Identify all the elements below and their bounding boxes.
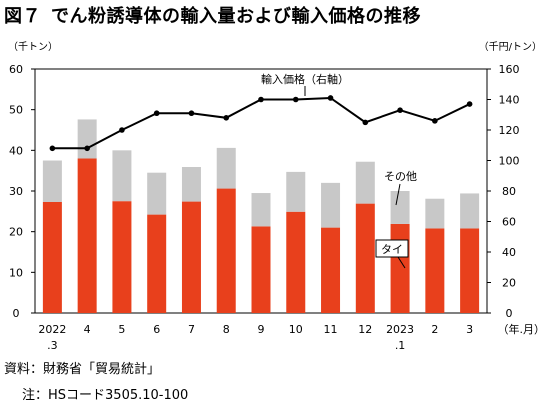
other-annotation: その他 <box>384 170 417 183</box>
bar-segment <box>321 227 341 313</box>
price-marker <box>292 96 299 103</box>
figure-label: 図７ <box>4 6 41 27</box>
thai-annotation-leader <box>397 256 406 269</box>
left-tick-label: 30 <box>9 185 23 198</box>
title-text: でん粉誘導体の輸入量および輸入価格の推移 <box>51 6 421 27</box>
x-tick-label: 9 <box>258 323 265 336</box>
bar-segment <box>216 147 236 189</box>
price-marker <box>84 145 90 152</box>
right-tick-label: 0 <box>506 307 513 320</box>
bar-segment <box>321 182 341 228</box>
bar-segment <box>251 226 271 313</box>
left-tick-label: 0 <box>13 307 20 320</box>
right-tick-label: 60 <box>502 216 516 229</box>
x-tick-label: 2 <box>431 323 438 336</box>
bar-segment <box>181 167 201 202</box>
x-tick-label: 7 <box>188 323 195 336</box>
x-tick-label: 5 <box>118 323 125 336</box>
price-marker <box>153 110 160 117</box>
hs-code-note: 注：HSコード3505.10-100 <box>22 388 189 403</box>
bar-segment <box>460 193 480 229</box>
bar-segment <box>147 172 167 215</box>
x-tick-label: 6 <box>153 323 160 336</box>
price-line <box>52 96 471 150</box>
bar-segment <box>286 211 306 313</box>
other-annotation-leader <box>395 183 401 206</box>
x-tick-label: 2022 <box>38 323 66 336</box>
thai-annotation: タイ <box>381 243 403 256</box>
x-tick-label: 11 <box>324 323 338 336</box>
price-marker <box>327 95 334 101</box>
right-tick-label: 120 <box>499 124 520 137</box>
x-tick-label: 8 <box>223 323 230 336</box>
bar-segment <box>425 198 445 229</box>
price-marker <box>432 118 438 124</box>
x-tick-label: 4 <box>84 323 91 336</box>
right-tick-label: 160 <box>499 63 520 76</box>
line-annotation: 輸入価格（右軸） <box>261 72 349 86</box>
left-tick-label: 20 <box>9 226 23 239</box>
thai-annotation-box <box>375 239 409 258</box>
bar-segment <box>390 191 410 224</box>
x-tick-label: 12 <box>358 323 372 336</box>
price-marker <box>466 101 473 107</box>
bar-segment <box>77 158 97 313</box>
right-axis-unit: （千円/トン） <box>479 41 542 53</box>
price-marker <box>188 110 195 117</box>
left-axis-unit: （千トン） <box>8 41 58 53</box>
bar-segment <box>42 201 62 313</box>
x-tick-label: .1 <box>395 339 406 352</box>
bar-segment <box>355 161 375 204</box>
price-marker <box>49 145 56 152</box>
x-tick-label: 2023 <box>386 323 414 336</box>
bar-segment <box>112 150 132 202</box>
right-tick-label: 100 <box>499 155 520 168</box>
bar-segment <box>112 201 132 313</box>
bar-segment <box>216 188 236 313</box>
bar-segment <box>147 214 167 313</box>
left-tick-label: 60 <box>9 63 23 76</box>
left-tick-label: 40 <box>9 144 23 157</box>
x-tick-label: 10 <box>289 323 303 336</box>
price-marker <box>362 119 369 126</box>
left-tick-label: 10 <box>9 266 23 279</box>
price-marker <box>119 127 125 133</box>
x-tick-label: 3 <box>466 323 473 336</box>
price-marker <box>397 107 403 113</box>
bar-segment <box>251 193 271 227</box>
right-tick-label: 80 <box>502 185 516 198</box>
bar-segment <box>42 160 62 202</box>
price-marker <box>258 96 264 103</box>
right-tick-label: 40 <box>502 246 516 259</box>
right-tick-label: 20 <box>502 277 516 290</box>
source-note: 資料：財務省「貿易統計」 <box>4 362 161 377</box>
x-tick-label: .3 <box>47 339 58 352</box>
bar-segment <box>425 228 445 313</box>
right-tick-label: 140 <box>499 94 520 107</box>
x-axis-unit: （年.月） <box>498 322 546 336</box>
price-marker <box>223 115 230 121</box>
chart-title: 図７ でん粉誘導体の輸入量および輸入価格の推移 <box>4 2 421 28</box>
chart: 0 10 20 30 40 50 60 0 20 40 60 80 100 120 140 160 （千トン） （… <box>8 41 546 352</box>
bar-segment <box>390 223 410 313</box>
bar-segment <box>460 228 480 313</box>
bar-segment <box>286 171 306 212</box>
bar-segment <box>77 119 97 159</box>
bar-segment <box>181 201 201 313</box>
bar-segment <box>355 203 375 313</box>
left-tick-label: 50 <box>9 104 23 117</box>
